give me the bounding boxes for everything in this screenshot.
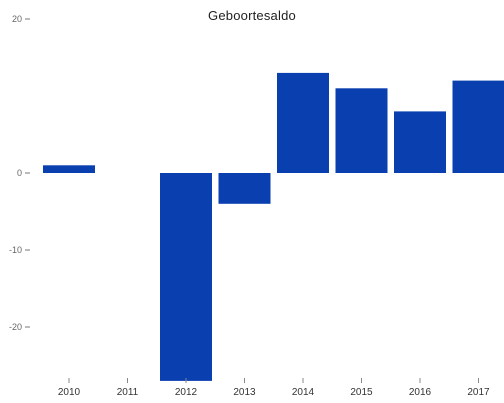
y-tick-label: -10 (9, 245, 22, 255)
x-tick-label: 2011 (117, 387, 139, 398)
x-tick-label: 2014 (292, 387, 315, 398)
x-tick-label: 2012 (175, 387, 198, 398)
y-tick-label: 20 (12, 14, 22, 24)
y-axis-ticks: 20 0 -10 -20 (9, 14, 30, 332)
bar-2014 (277, 72, 329, 173)
x-tick-label: 2010 (58, 387, 81, 398)
bar-2015 (335, 88, 388, 173)
x-axis-labels: 2010 2011 2012 2013 2014 2015 2016 2017 (58, 378, 490, 398)
x-tick-label: 2016 (409, 387, 432, 398)
x-tick-label: 2017 (467, 387, 490, 398)
chart-title: Geboortesaldo (208, 8, 296, 23)
bar-2016 (394, 111, 446, 173)
bar-2010 (43, 165, 95, 173)
bars-group (43, 72, 504, 381)
bar-2012 (160, 173, 212, 381)
y-tick-label: -20 (9, 322, 22, 332)
bar-2017 (452, 80, 504, 173)
y-tick-label: 0 (17, 168, 22, 178)
x-tick-label: 2015 (350, 387, 373, 398)
bar-2013 (218, 173, 271, 204)
x-tick-label: 2013 (233, 387, 256, 398)
